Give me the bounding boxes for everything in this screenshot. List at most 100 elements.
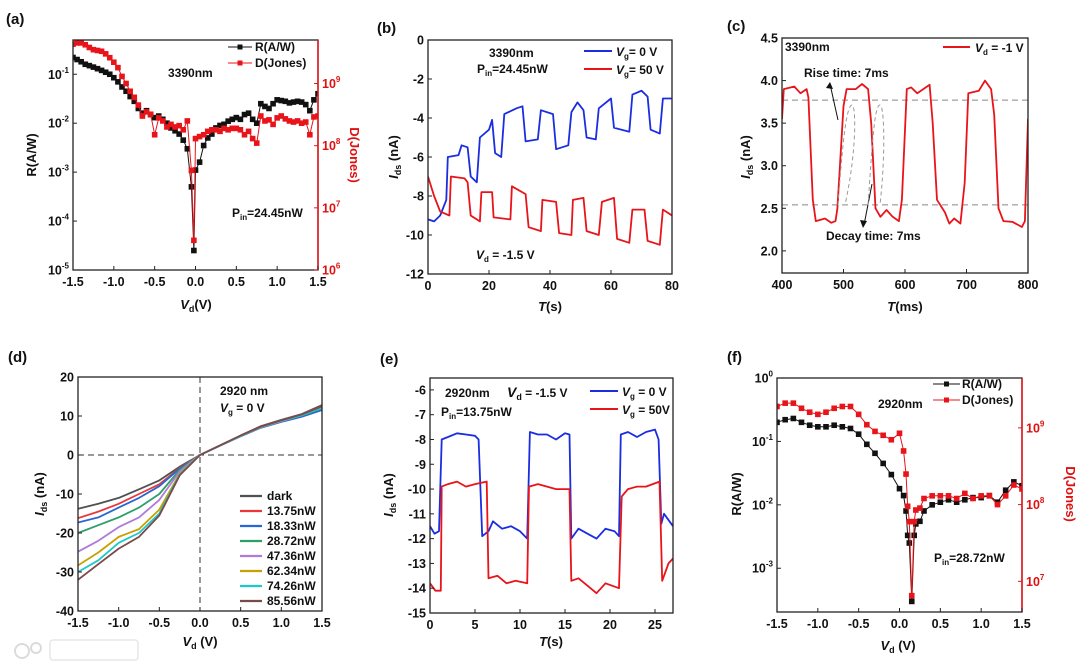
data-point [225, 127, 231, 133]
data-point [294, 98, 301, 105]
data-point [82, 41, 89, 48]
wavelength-label: 2920nm [445, 386, 490, 400]
x-tick-label: -0.5 [144, 275, 166, 289]
data-point [245, 110, 252, 117]
y-tick-label: 4.0 [761, 74, 778, 88]
data-point [209, 131, 215, 137]
data-point [1019, 482, 1022, 489]
data-point [123, 80, 129, 87]
data-point [864, 421, 870, 428]
data-point [196, 133, 203, 140]
data-point [903, 508, 909, 514]
data-point [111, 74, 117, 81]
x-tick-label: 1.5 [1013, 617, 1030, 631]
y-axis-right-title: D(Jones) [1063, 466, 1078, 522]
data-point [970, 495, 976, 502]
series-line-vg-0-v [430, 428, 673, 540]
data-point [847, 403, 854, 410]
vd-label: Vd = -1.5 V [476, 248, 535, 264]
x-tick-label: -1.5 [62, 275, 84, 289]
data-point [241, 131, 248, 138]
data-point [131, 94, 138, 101]
data-point [191, 237, 197, 244]
panel-d-legend: dark13.75nW18.33nW28.72nW47.36nW62.34nW7… [240, 489, 316, 608]
data-point [233, 114, 240, 121]
data-point [307, 107, 313, 114]
y-tick-label: -9 [415, 458, 426, 472]
data-point [176, 122, 182, 129]
series-line-vg-0-v [428, 89, 672, 223]
data-point [903, 471, 909, 477]
data-point [143, 109, 150, 115]
data-point [294, 118, 301, 124]
data-point [929, 493, 935, 499]
x-tick-label: 1.0 [273, 616, 290, 630]
legend-label: 13.75nW [267, 504, 316, 518]
data-point [217, 122, 223, 129]
data-point [270, 121, 276, 128]
data-point [82, 61, 89, 68]
data-point [172, 124, 178, 130]
y-tick-label: 3.5 [761, 117, 778, 131]
y-tick-label: 0 [67, 449, 74, 463]
y-tick-label: -6 [415, 383, 426, 397]
x-axis-title: T(ms) [887, 299, 922, 314]
data-point [298, 99, 305, 105]
data-point [176, 131, 182, 137]
y-axis-title: Ids (nA) [381, 473, 398, 517]
y-tick-label: -13 [408, 557, 426, 571]
wavelength-label: 3390nm [785, 40, 830, 54]
data-point [900, 492, 907, 499]
data-point [302, 101, 309, 108]
data-point [921, 495, 927, 502]
data-point [98, 67, 105, 74]
x-tick-label: 500 [833, 278, 854, 292]
data-point [119, 73, 125, 80]
panel-e-label: (e) [380, 351, 398, 368]
y-tick-label: 10-4 [48, 213, 70, 229]
rise-arrow-icon [829, 83, 839, 121]
data-point [815, 411, 821, 418]
y-tick-label: 100 [755, 370, 774, 386]
data-point [253, 120, 260, 126]
data-point [1019, 486, 1022, 492]
data-point [937, 499, 944, 506]
data-point [921, 508, 927, 514]
y-tick-label: -40 [56, 605, 74, 619]
x-tick-label: 0.5 [932, 617, 949, 631]
x-tick-label: 0 [427, 618, 434, 632]
data-point [123, 88, 129, 95]
y-axis-title: Ids (nA) [32, 472, 49, 516]
data-point [237, 127, 244, 133]
data-point [908, 592, 915, 599]
x-axis-title: T(s) [539, 634, 563, 649]
power-label: Pin=28.72nW [934, 551, 1005, 567]
y-tick-label: -12 [408, 532, 426, 546]
series-group [782, 79, 1028, 228]
data-point [188, 184, 195, 190]
data-point [221, 121, 227, 128]
x-tick-label: 800 [1018, 278, 1039, 292]
y-tick-label: -4 [413, 112, 424, 126]
data-point [74, 40, 80, 46]
panel-e-annotations: (e) 2920nm Vd = -1.5 V Pin=13.75nW Vg = … [380, 351, 670, 649]
legend-label-r: R(A/W) [255, 40, 295, 54]
data-point [831, 405, 837, 412]
y-right-tick-label: 108 [322, 137, 341, 153]
data-point [78, 40, 84, 46]
x-tick-label: 0.0 [187, 275, 204, 289]
x-tick-label: -1.0 [108, 616, 130, 630]
legend-label: 28.72nW [267, 534, 316, 548]
data-point [191, 247, 197, 254]
y-tick-label: -8 [415, 433, 426, 447]
plots-layer: -1.5 -1.0 -0.5 0.0 0.5 1.0 1.510-510-410-310-2… [48, 32, 1045, 633]
legend-label-r: R(A/W) [962, 377, 1002, 391]
panel-a-chart: -1.5 -1.0 -0.5 0.0 0.5 1.0 1.5 10-5 10-4 10-3 10-2… [48, 39, 341, 289]
data-point [184, 118, 191, 124]
x-tick-label: 5 [472, 618, 479, 632]
data-point [258, 100, 264, 107]
data-point [986, 493, 993, 499]
y-tick-label: -15 [408, 607, 426, 621]
data-point [904, 532, 911, 539]
